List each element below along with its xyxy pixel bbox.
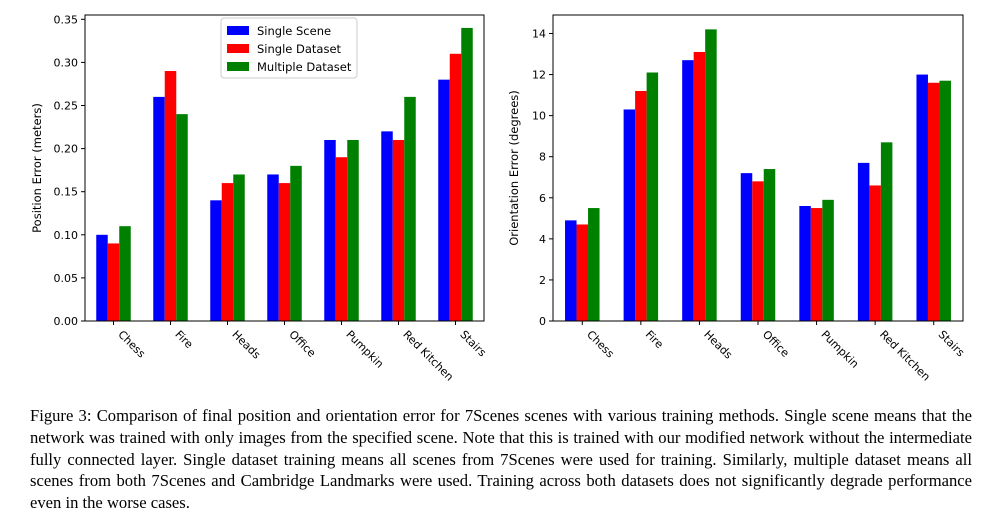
bar-multiple-dataset-heads (233, 174, 245, 321)
bar-multiple-dataset-stairs (939, 80, 951, 321)
bar-single-scene-pumpkin (324, 139, 336, 321)
x-tick-label: Pumpkin (818, 328, 861, 371)
x-tick-label: Chess (115, 328, 148, 361)
bar-single-dataset-red-kitchen (392, 139, 405, 321)
bar-single-dataset-fire (164, 71, 177, 321)
bar-single-scene-red-kitchen (381, 131, 393, 321)
y-tick-label: 12 (532, 69, 546, 82)
bar-single-dataset-red-kitchen (869, 185, 881, 321)
bar-single-dataset-pumpkin (335, 157, 348, 321)
y-tick-label: 0.15 (54, 186, 79, 199)
y-tick-label: 0.10 (54, 229, 79, 242)
bar-single-dataset-pumpkin (810, 208, 823, 321)
y-tick-label: 0.35 (54, 13, 79, 26)
bar-multiple-dataset-office (763, 169, 776, 321)
legend-box (220, 17, 358, 79)
bar-multiple-dataset-red-kitchen (404, 96, 416, 321)
y-tick-label: 0.00 (54, 315, 79, 328)
y-tick-label: 0.30 (54, 56, 79, 69)
x-tick-label: Pumpkin (343, 328, 386, 371)
bar-multiple-dataset-fire (176, 114, 188, 321)
bar-multiple-dataset-pumpkin (822, 199, 834, 321)
legend-label: Multiple Dataset (257, 60, 352, 74)
legend-label: Single Dataset (257, 42, 342, 56)
bar-single-dataset-chess (576, 224, 589, 321)
bar-multiple-dataset-chess (588, 208, 600, 321)
bar-single-scene-office (740, 173, 753, 321)
bar-single-scene-chess (96, 234, 108, 321)
bar-single-scene-office (267, 174, 279, 321)
bar-multiple-dataset-stairs (461, 27, 473, 322)
figure-caption: Figure 3: Comparison of final position a… (30, 406, 972, 513)
orientation-error-chart: 0 2 4 6 8 10 12 14 Chess Fire Heads Office Pumpkin Re… (507, 14, 968, 384)
y-tick-label: 14 (532, 27, 546, 40)
x-tick-label: Office (286, 328, 318, 360)
x-tick-label: Red Kitchen (877, 328, 933, 384)
y-tick-label: 0.05 (54, 272, 79, 285)
bar-single-scene-chess (565, 220, 577, 321)
bar-multiple-dataset-office (290, 165, 302, 321)
y-tick-label: 4 (539, 233, 546, 246)
bar-single-dataset-office (278, 183, 291, 321)
bar-multiple-dataset-pumpkin (347, 139, 359, 321)
legend-swatch (227, 44, 249, 53)
bar-single-scene-heads (210, 200, 222, 321)
x-tick-label: Stairs (457, 328, 489, 360)
y-axis-title: Position Error (meters) (30, 103, 44, 233)
x-tick-label: Chess (584, 328, 617, 361)
bar-multiple-dataset-fire (646, 72, 659, 321)
x-tick-label: Red Kitchen (400, 328, 456, 384)
bar-single-dataset-fire (635, 90, 647, 322)
y-tick-label: 0 (539, 315, 546, 328)
bar-single-scene-red-kitchen (857, 162, 870, 321)
bar-single-dataset-office (752, 181, 764, 321)
y-tick-label: 10 (532, 110, 546, 123)
bar-single-scene-fire (623, 109, 636, 322)
y-tick-label: 8 (539, 151, 546, 164)
legend: Single Scene Single Dataset Multiple Datas… (220, 17, 358, 79)
bar-single-scene-stairs (438, 79, 450, 321)
bar-single-scene-fire (153, 96, 165, 321)
legend-swatch (227, 26, 249, 35)
position-error-chart: 0.00 0.05 0.10 0.15 0.20 0.25 0.30 0.35 Chess Fir… (30, 13, 489, 384)
y-tick-label: 0.25 (54, 100, 79, 113)
bar-single-dataset-chess (107, 243, 120, 321)
bar-multiple-dataset-red-kitchen (880, 142, 893, 321)
x-tick-label: Fire (172, 328, 195, 351)
bar-single-scene-stairs (916, 74, 928, 322)
bar-single-dataset-stairs (449, 53, 462, 322)
y-axis-title: Orientation Error (degrees) (507, 90, 521, 246)
x-tick-label: Fire (643, 328, 666, 351)
x-tick-label: Office (760, 328, 792, 360)
y-tick-label: 6 (539, 192, 546, 205)
legend-label: Single Scene (257, 24, 331, 38)
bar-single-scene-heads (682, 60, 694, 321)
x-tick-label: Heads (701, 328, 735, 362)
bar-single-dataset-heads (221, 183, 234, 321)
bar-single-dataset-heads (693, 51, 706, 322)
bar-single-dataset-stairs (927, 82, 940, 321)
legend-swatch (227, 62, 249, 71)
y-tick-label: 0.20 (54, 143, 79, 156)
bar-multiple-dataset-heads (705, 29, 717, 321)
x-tick-label: Heads (229, 328, 263, 362)
y-tick-label: 2 (539, 274, 546, 287)
x-tick-label: Stairs (936, 328, 968, 360)
bar-multiple-dataset-chess (119, 226, 131, 321)
bar-single-scene-pumpkin (799, 205, 811, 321)
